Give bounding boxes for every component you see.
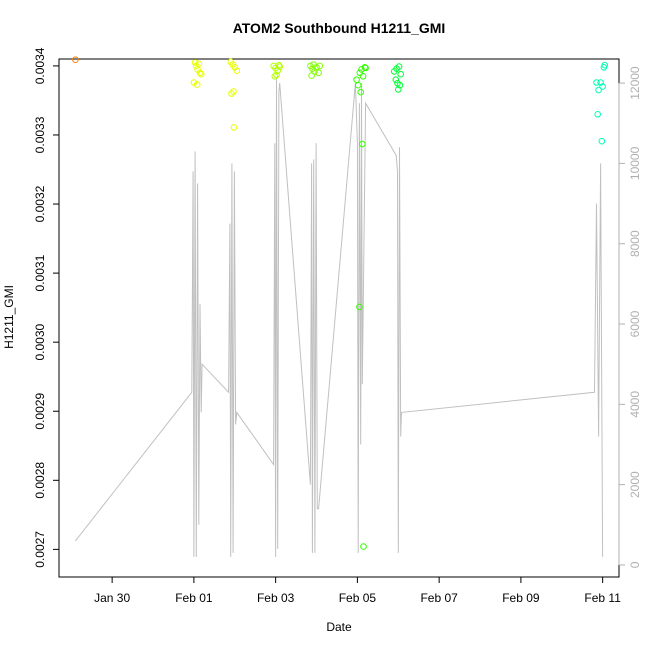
y-axis-label: H1211_GMI	[2, 285, 16, 349]
x-axis-label: Date	[326, 620, 352, 634]
x-tick-label: Feb 05	[339, 591, 377, 605]
points-series	[72, 56, 609, 550]
y-right-tick-label: 8000	[628, 230, 642, 257]
data-point	[271, 73, 279, 80]
data-point	[316, 62, 324, 70]
data-point	[195, 60, 203, 68]
data-point	[601, 61, 609, 69]
y-right-tick-label: 10000	[628, 146, 642, 180]
data-point	[597, 79, 604, 86]
plot-frame	[58, 58, 620, 578]
data-point	[233, 67, 241, 74]
y-left-tick-label: 0.0032	[33, 185, 47, 222]
data-point	[361, 64, 369, 71]
data-point	[395, 86, 402, 93]
y-right-tick-label: 6000	[628, 310, 642, 337]
data-point	[190, 79, 198, 86]
data-point	[598, 137, 606, 145]
data-point	[196, 69, 204, 77]
data-point	[393, 65, 400, 72]
data-point	[356, 69, 364, 77]
data-point	[72, 56, 79, 64]
x-tick-label: Feb 03	[257, 591, 295, 605]
y-left-tick-label: 0.0029	[33, 393, 47, 430]
data-point	[357, 88, 365, 96]
data-point	[193, 81, 201, 88]
y-left-tick-label: 0.0034	[33, 47, 47, 84]
data-point	[310, 61, 318, 68]
y-left-tick-label: 0.0030	[33, 323, 47, 360]
data-point	[230, 124, 238, 131]
chart-title: ATOM2 Southbound H1211_GMI	[233, 20, 446, 36]
data-point	[362, 64, 369, 72]
data-point	[308, 72, 315, 79]
x-tick-label: Feb 11	[584, 591, 621, 605]
x-axis: Jan 30 Feb 01 Feb 03 Feb 05 Feb 07 Feb 09 Feb …	[94, 577, 621, 605]
y-left-tick-label: 0.0028	[33, 462, 47, 499]
data-point	[358, 66, 365, 73]
data-point	[593, 79, 600, 86]
right-axis-line-series	[75, 79, 604, 557]
data-point	[228, 90, 235, 97]
data-point	[275, 61, 283, 69]
x-tick-label: Feb 09	[502, 591, 540, 605]
data-point	[392, 76, 400, 83]
y-right-tick-label: 4000	[628, 391, 642, 418]
data-point	[599, 83, 606, 90]
y-right-tick-label: 12000	[628, 66, 642, 100]
data-point	[315, 69, 322, 77]
x-tick-label: Feb 01	[175, 591, 213, 605]
data-point	[191, 59, 199, 66]
y-left-tick-label: 0.0033	[33, 116, 47, 153]
x-tick-label: Jan 30	[94, 591, 130, 605]
data-point	[353, 76, 360, 83]
data-point	[354, 81, 362, 89]
y-axis-left: 0.0027 0.0028 0.0029 0.0030 0.0031 0.0032 0.00…	[33, 47, 59, 568]
data-point	[231, 64, 239, 71]
y-axis-right: 0 2000 4000 6000 8000 10000 12000	[618, 66, 642, 568]
data-point	[360, 543, 367, 550]
data-point	[595, 86, 602, 94]
right-axis-series-line	[75, 79, 604, 557]
y-left-tick-label: 0.0027	[33, 531, 47, 568]
data-point	[359, 140, 366, 148]
data-point	[273, 71, 280, 79]
data-point	[356, 303, 363, 311]
y-right-tick-label: 2000	[628, 471, 642, 498]
y-right-tick-label: 0	[628, 561, 642, 568]
x-tick-label: Feb 07	[420, 591, 458, 605]
data-point	[197, 70, 205, 78]
data-point	[396, 81, 404, 89]
data-point	[359, 73, 367, 80]
data-point	[594, 111, 602, 118]
data-point	[397, 70, 405, 78]
y-left-tick-label: 0.0031	[33, 254, 47, 291]
data-point	[230, 88, 237, 95]
